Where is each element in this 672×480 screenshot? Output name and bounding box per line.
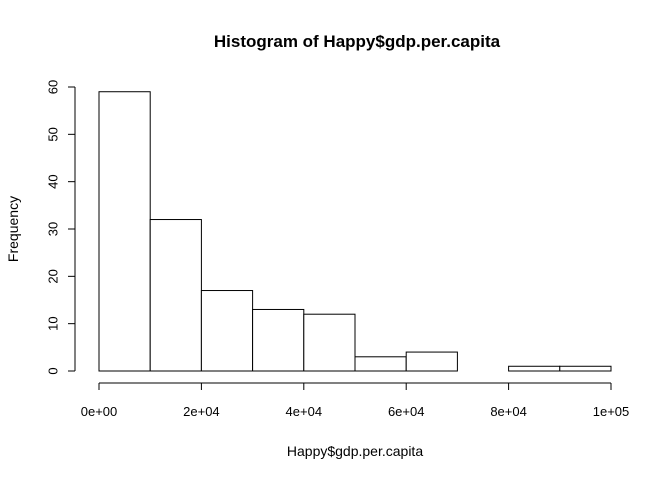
y-axis: 0 10 20 30 40 50 60: [45, 80, 76, 375]
y-tick-label-2: 20: [45, 269, 60, 283]
chart-title: Histogram of Happy$gdp.per.capita: [214, 32, 501, 51]
histogram-bar-8: [508, 365, 561, 372]
x-tick-label-3: 6e+04: [388, 404, 425, 419]
x-tick-label-4: 8e+04: [490, 404, 527, 419]
y-tick-label-3: 30: [45, 222, 60, 236]
x-axis: 0e+00 2e+04 4e+04 6e+04 8e+04 1e+05: [81, 382, 630, 419]
y-tick-label-1: 10: [45, 316, 60, 330]
y-tick-label-0: 0: [45, 367, 60, 374]
x-tick-label-0: 0e+00: [81, 404, 118, 419]
histogram-bar-6: [405, 351, 458, 372]
y-axis-label: Frequency: [5, 196, 21, 262]
histogram-bar-5: [354, 356, 407, 372]
x-axis-label: Happy$gdp.per.capita: [287, 443, 423, 459]
histogram-bar-0: [98, 91, 151, 372]
x-tick-label-5: 1e+05: [593, 404, 630, 419]
x-tick-label-2: 4e+04: [286, 404, 323, 419]
y-tick-label-5: 50: [45, 127, 60, 141]
histogram-bar-3: [252, 308, 305, 372]
histogram-bar-9: [559, 365, 612, 372]
y-tick-label-6: 60: [45, 80, 60, 94]
y-tick-label-4: 40: [45, 174, 60, 188]
bars-group: [98, 91, 612, 372]
histogram-bar-1: [149, 219, 202, 372]
histogram-bar-4: [303, 313, 356, 372]
x-tick-label-1: 2e+04: [183, 404, 220, 419]
histogram-bar-2: [200, 290, 254, 372]
